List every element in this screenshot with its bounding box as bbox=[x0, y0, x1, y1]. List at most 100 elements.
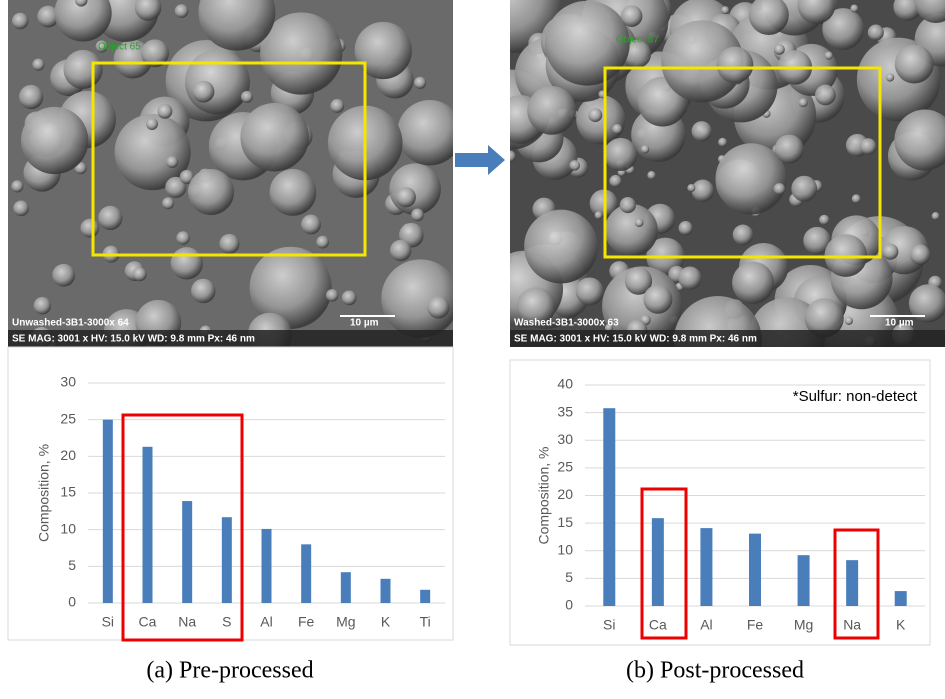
particle bbox=[193, 81, 215, 103]
caption: (b) Post-processed bbox=[626, 658, 804, 684]
x-tick-label: Ca bbox=[649, 617, 667, 633]
particle bbox=[396, 187, 416, 207]
x-tick-label: Fe bbox=[747, 617, 764, 633]
particle bbox=[326, 289, 338, 301]
y-axis-label: Composition, % bbox=[536, 446, 552, 544]
particle bbox=[678, 267, 701, 290]
particle bbox=[882, 244, 898, 260]
particle bbox=[133, 267, 147, 281]
particle bbox=[635, 218, 644, 227]
bar bbox=[143, 447, 153, 603]
bar bbox=[103, 420, 113, 603]
bar bbox=[182, 501, 192, 603]
particle bbox=[270, 169, 317, 216]
bar bbox=[381, 579, 391, 603]
particle bbox=[620, 197, 636, 213]
particle bbox=[19, 85, 43, 109]
x-tick-label: Mg bbox=[336, 614, 355, 630]
bar bbox=[700, 528, 712, 606]
figure: Object 65 Object 67 Unwashed-3B1-3000x 6… bbox=[0, 0, 945, 694]
particle bbox=[188, 169, 234, 215]
x-tick-label: Fe bbox=[298, 614, 315, 630]
bar bbox=[798, 555, 810, 606]
sample-label: Washed-3B1-3000x 63 bbox=[514, 318, 619, 329]
particle bbox=[612, 124, 622, 134]
particle bbox=[524, 210, 598, 284]
y-tick-label: 35 bbox=[557, 403, 573, 419]
particle bbox=[98, 206, 122, 230]
y-tick-label: 30 bbox=[60, 374, 76, 390]
particle bbox=[860, 138, 876, 154]
caption: (a) Pre-processed bbox=[146, 658, 313, 684]
x-tick-label: Si bbox=[603, 617, 615, 633]
y-tick-label: 40 bbox=[557, 376, 573, 392]
particle bbox=[389, 163, 441, 215]
particle bbox=[850, 5, 858, 13]
bar bbox=[420, 590, 430, 603]
bar bbox=[895, 591, 907, 606]
y-tick-label: 10 bbox=[60, 520, 76, 536]
y-tick-label: 0 bbox=[68, 594, 76, 610]
particle bbox=[80, 219, 99, 238]
particle bbox=[886, 73, 894, 81]
y-tick-label: 20 bbox=[60, 447, 76, 463]
x-tick-label: K bbox=[896, 617, 906, 633]
bar bbox=[652, 518, 664, 606]
y-tick-label: 25 bbox=[60, 410, 76, 426]
y-tick-label: 5 bbox=[565, 569, 573, 585]
info-bar: SE MAG: 3001 x HV: 15.0 kV WD: 9.8 mm Px… bbox=[12, 334, 255, 345]
particle bbox=[609, 175, 621, 187]
particle bbox=[576, 95, 625, 144]
x-tick-label: Al bbox=[700, 617, 712, 633]
particle bbox=[301, 215, 321, 235]
particle bbox=[219, 234, 239, 254]
particle bbox=[569, 160, 580, 171]
y-tick-label: 15 bbox=[60, 484, 76, 500]
particle bbox=[185, 49, 250, 114]
object-label: Object 65 bbox=[98, 42, 141, 53]
particle bbox=[641, 145, 649, 153]
particle bbox=[775, 135, 804, 164]
particle bbox=[414, 77, 426, 89]
x-tick-label: Na bbox=[843, 617, 861, 633]
particle bbox=[791, 176, 817, 202]
particle bbox=[166, 156, 178, 168]
y-tick-label: 0 bbox=[565, 597, 573, 613]
x-tick-label: Mg bbox=[794, 617, 813, 633]
particle bbox=[679, 221, 693, 235]
y-tick-label: 15 bbox=[557, 514, 573, 530]
particle bbox=[845, 317, 853, 325]
bar bbox=[749, 534, 761, 606]
particle bbox=[330, 99, 344, 113]
bar bbox=[846, 560, 858, 606]
y-tick-label: 5 bbox=[68, 557, 76, 573]
particle bbox=[819, 215, 829, 225]
y-tick-label: 30 bbox=[557, 431, 573, 447]
particle bbox=[63, 50, 102, 89]
bar bbox=[301, 544, 311, 603]
y-tick-label: 10 bbox=[557, 541, 573, 557]
particle bbox=[241, 91, 253, 103]
particle bbox=[12, 13, 29, 30]
particle bbox=[390, 240, 411, 261]
x-tick-label: Si bbox=[102, 614, 114, 630]
annotation: *Sulfur: non-detect bbox=[793, 388, 918, 405]
particle bbox=[895, 45, 934, 84]
particle bbox=[411, 209, 424, 222]
particle bbox=[146, 118, 158, 130]
bar bbox=[262, 529, 272, 603]
particle bbox=[717, 47, 754, 84]
particle bbox=[427, 296, 449, 318]
sample-label: Unwashed-3B1-3000x 64 bbox=[12, 318, 129, 329]
particle bbox=[171, 247, 203, 279]
bar bbox=[603, 408, 615, 606]
x-tick-label: K bbox=[381, 614, 391, 630]
particle bbox=[342, 290, 357, 305]
particle bbox=[687, 184, 695, 192]
x-tick-label: S bbox=[222, 614, 231, 630]
particle bbox=[852, 194, 861, 203]
x-tick-label: Ti bbox=[420, 614, 431, 630]
particle bbox=[868, 25, 884, 41]
particle bbox=[52, 264, 75, 287]
particle bbox=[381, 259, 459, 337]
